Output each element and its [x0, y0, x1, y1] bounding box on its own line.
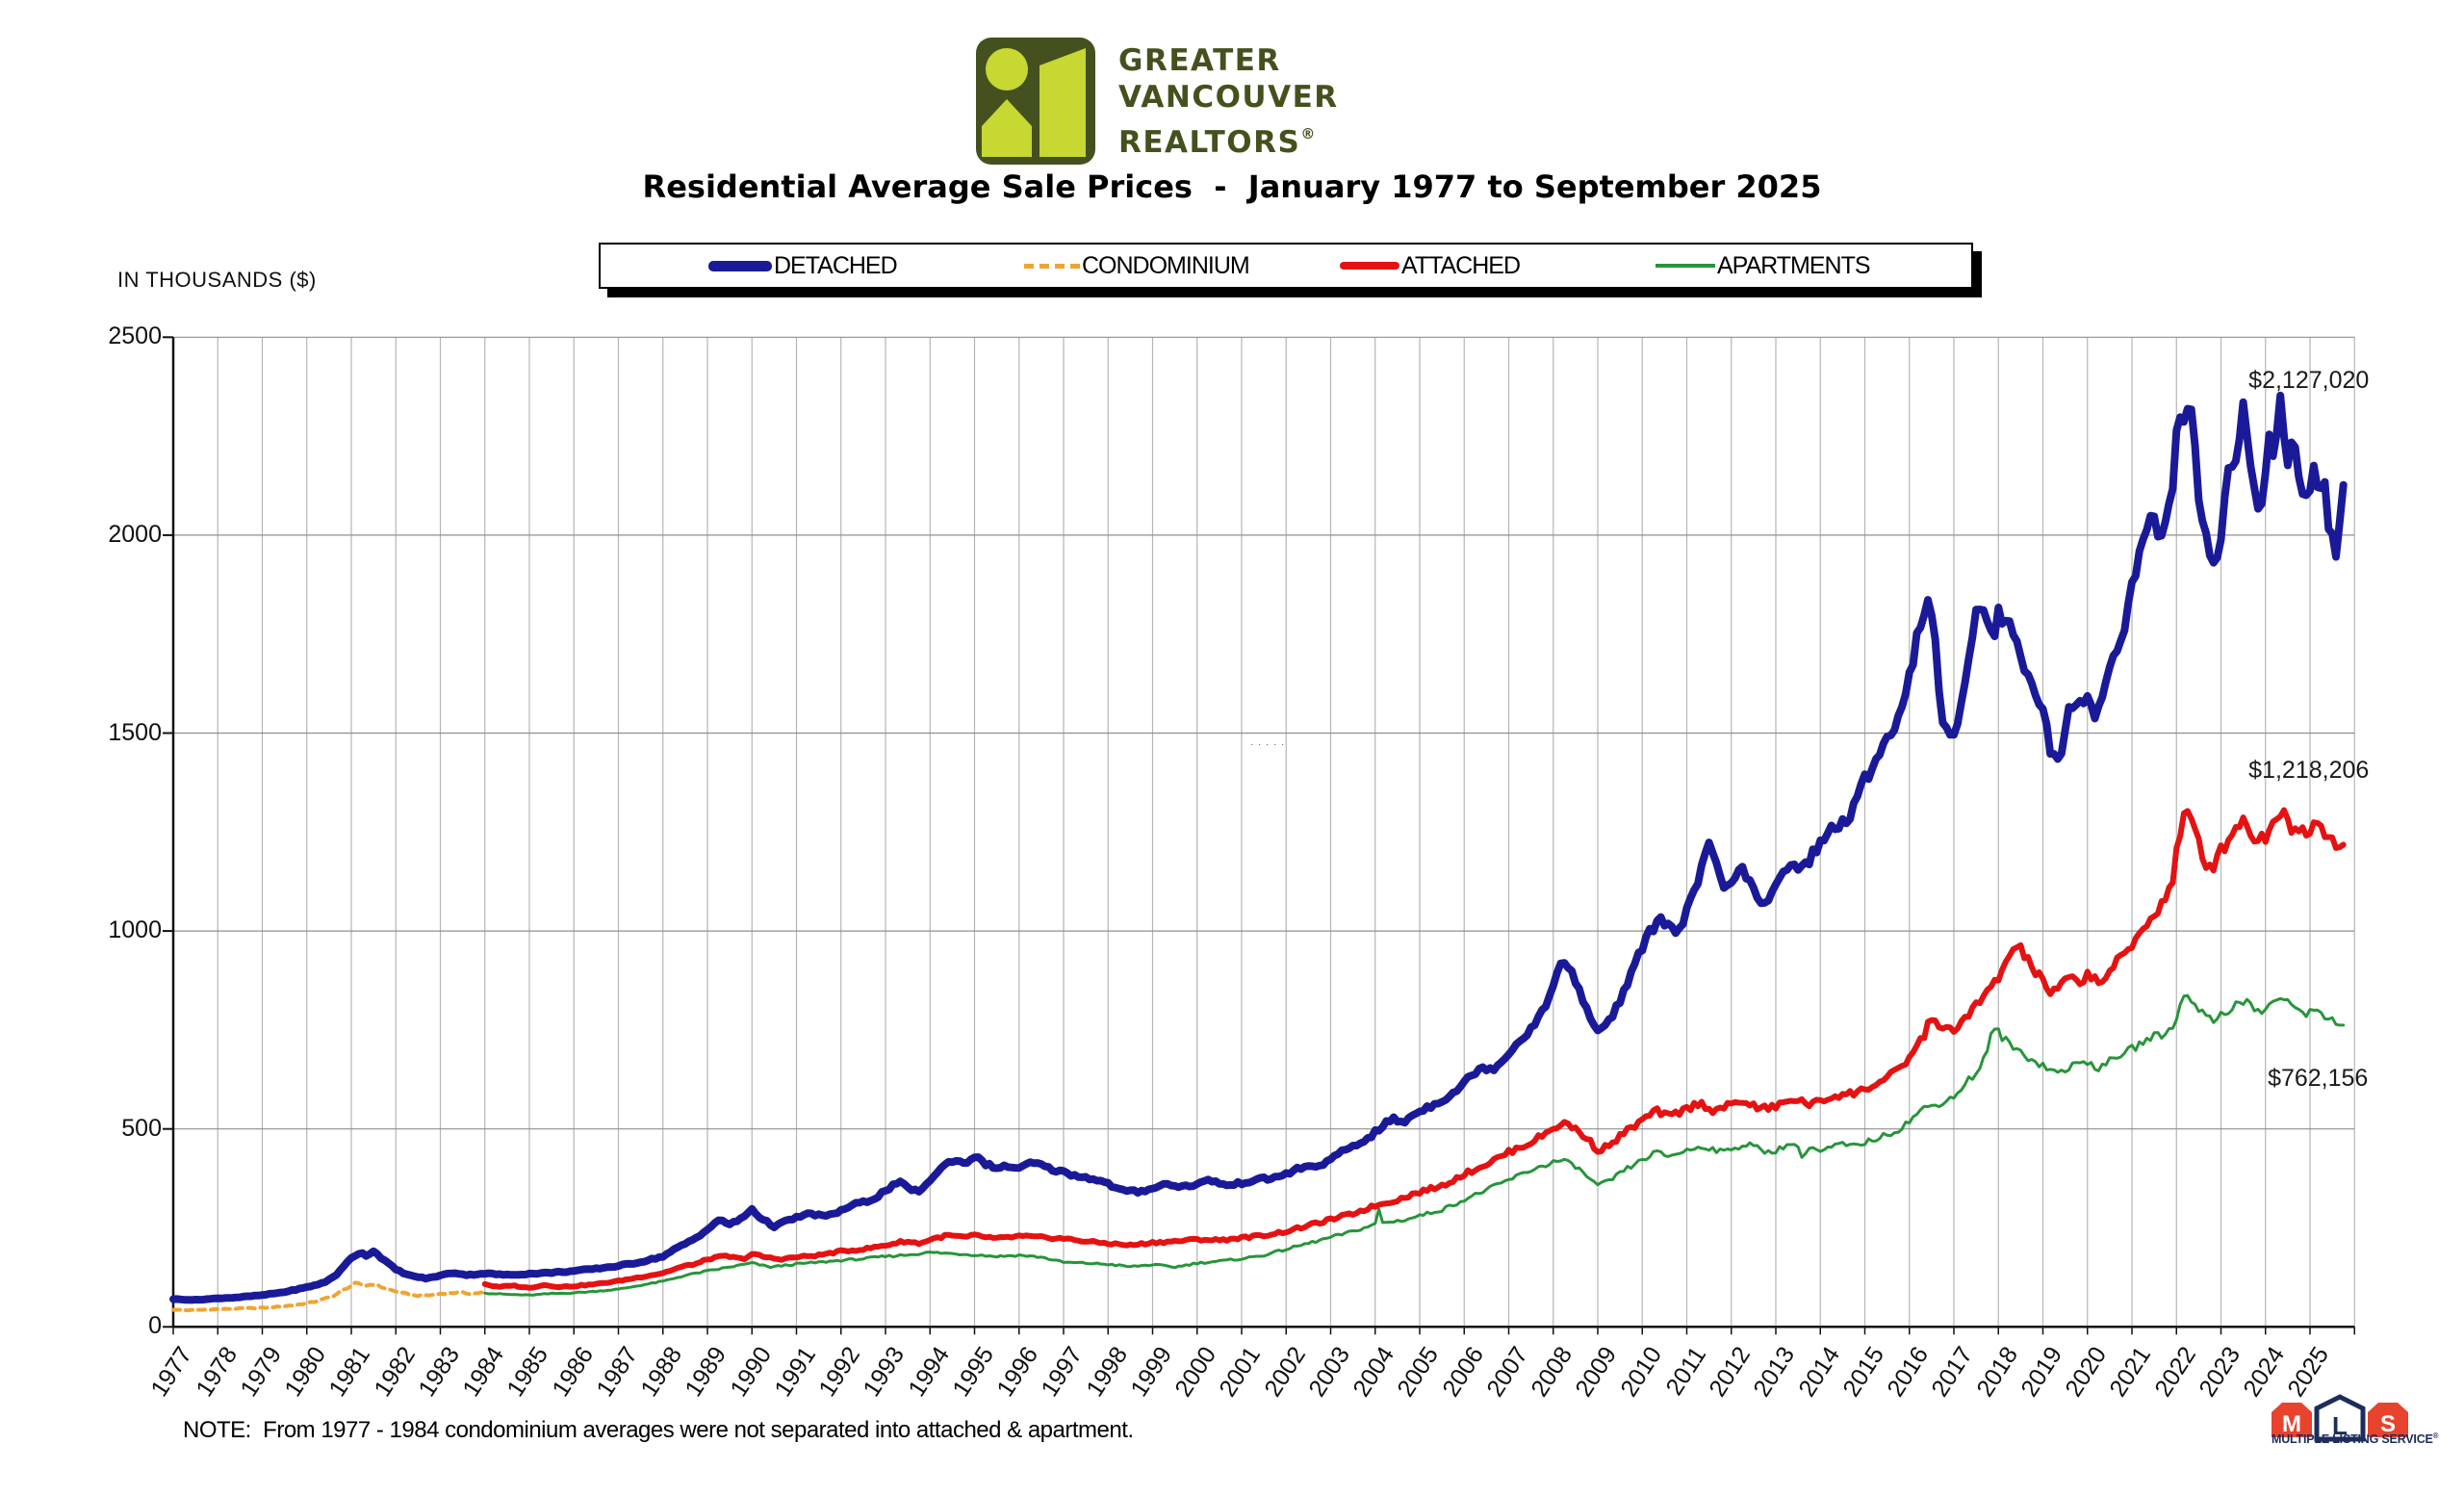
chart-legend: DETACHED CONDOMINIUM ATTACHED APARTMENTS	[599, 243, 1973, 289]
legend-label-apartments: APARTMENTS	[1717, 251, 1871, 279]
mls-letter-s: S	[2380, 1411, 2396, 1437]
footnote: NOTE: From 1977 - 1984 condominium avera…	[183, 1417, 1134, 1443]
legend-label-detached: DETACHED	[774, 251, 898, 279]
series-condominium	[171, 1280, 487, 1313]
legend-swatch-attached	[1340, 262, 1399, 270]
y-tick-label-2500: 2500	[108, 322, 162, 350]
gvr-logo-line3: REALTORS®	[1118, 125, 1316, 160]
mls-letter-m: M	[2282, 1411, 2301, 1437]
page-title: Residential Average Sale Prices - Januar…	[642, 168, 1822, 205]
gvr-logo-line1: GREATER	[1118, 43, 1281, 78]
end-value-label-2: $762,156	[2268, 1065, 2369, 1093]
series-apartments	[483, 993, 2346, 1297]
y-tick-label-1500: 1500	[108, 718, 162, 746]
gvr-logo-text: GREATER VANCOUVER REALTORS®	[1118, 42, 1339, 161]
mls-house-l	[2314, 1394, 2366, 1442]
gvr-logo-line2: VANCOUVER	[1118, 80, 1339, 115]
end-value-label-1: $1,218,206	[2248, 757, 2370, 785]
mls-caption: MULTIPLE LISTING SERVICE®	[2272, 1432, 2439, 1447]
legend-swatch-condominium	[1024, 263, 1080, 269]
legend-label-attached: ATTACHED	[1401, 251, 1521, 279]
legend-swatch-detached	[708, 260, 772, 271]
y-tick-label-0: 0	[148, 1312, 162, 1340]
chart-mark-dots: ·····	[1250, 739, 1290, 750]
y-axis-title: IN THOUSANDS ($)	[117, 268, 317, 292]
mls-house-m	[2272, 1403, 2312, 1437]
y-tick-label-1000: 1000	[108, 916, 162, 944]
mls-logo: M L S	[2272, 1394, 2408, 1442]
legend-item-condominium: CONDOMINIUM	[1024, 252, 1340, 280]
legend-swatch-apartments	[1656, 264, 1715, 268]
gvr-logo-icon	[976, 38, 1095, 165]
y-tick-label-500: 500	[121, 1114, 162, 1142]
legend-item-apartments: APARTMENTS	[1656, 252, 1971, 280]
mls-house-s	[2368, 1403, 2408, 1437]
y-tick-label-2000: 2000	[108, 520, 162, 548]
legend-label-condominium: CONDOMINIUM	[1082, 251, 1250, 279]
registered-mark: ®	[1300, 125, 1316, 142]
end-value-label-0: $2,127,020	[2248, 367, 2370, 395]
legend-item-detached: DETACHED	[708, 252, 1024, 280]
legend-item-attached: ATTACHED	[1340, 252, 1656, 280]
mls-letter-l: L	[2332, 1411, 2348, 1440]
series-detached	[169, 391, 2348, 1304]
series-attached	[481, 807, 2347, 1291]
